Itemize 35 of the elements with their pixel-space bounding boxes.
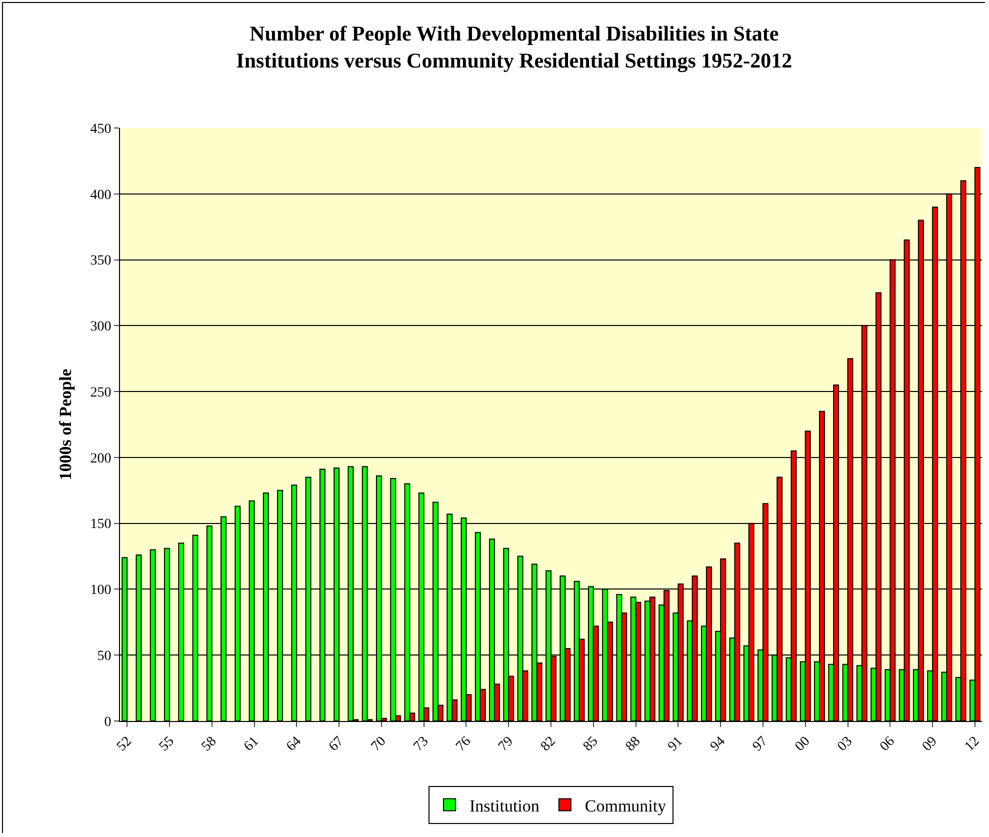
x-tick-label: 09: [920, 734, 940, 754]
y-tick-label: 50: [97, 649, 112, 664]
y-tick-label: 350: [90, 254, 112, 269]
x-tick-label: 58: [199, 734, 220, 754]
legend-label: Institution: [470, 796, 540, 816]
y-tick-label: 300: [90, 320, 112, 335]
y-axis-title: 1000s of People: [56, 368, 75, 480]
x-tick-label: 64: [284, 734, 304, 754]
y-tick-label: 0: [104, 714, 112, 730]
x-tick-label: 00: [792, 734, 814, 754]
x-tick-label: 52: [114, 734, 135, 754]
y-tick-label: 150: [90, 517, 112, 532]
x-tick-label: 03: [835, 734, 856, 754]
x-tick-label: 88: [623, 734, 644, 754]
x-tick-label: 73: [411, 734, 432, 754]
x-tick-label: 97: [750, 734, 771, 754]
x-tick-label: 85: [580, 734, 602, 754]
x-tick-label: 70: [368, 734, 390, 754]
x-tick-label: 79: [496, 734, 516, 754]
x-tick-label: 82: [538, 734, 559, 754]
x-tick-label: 12: [962, 734, 983, 754]
x-tick-label: 67: [326, 734, 347, 754]
x-tick-label: 61: [242, 734, 262, 754]
x-tick-label: 76: [453, 734, 474, 754]
y-tick-label: 100: [90, 583, 112, 598]
chart-title: Number of People With Developmental Disabilities in State Institutions versus Community Residential Settings 1952-2012: [236, 21, 792, 73]
x-tick-label: 55: [156, 734, 178, 754]
y-tick-label: 200: [90, 451, 112, 466]
x-tick-label: 94: [708, 734, 728, 754]
y-tick-label: 400: [90, 188, 112, 203]
y-tick-label: 450: [90, 122, 112, 137]
legend-label: Community: [584, 796, 667, 816]
x-tick-label: 91: [665, 734, 686, 754]
y-tick-label: 250: [90, 385, 112, 400]
x-tick-label: 06: [877, 734, 898, 754]
